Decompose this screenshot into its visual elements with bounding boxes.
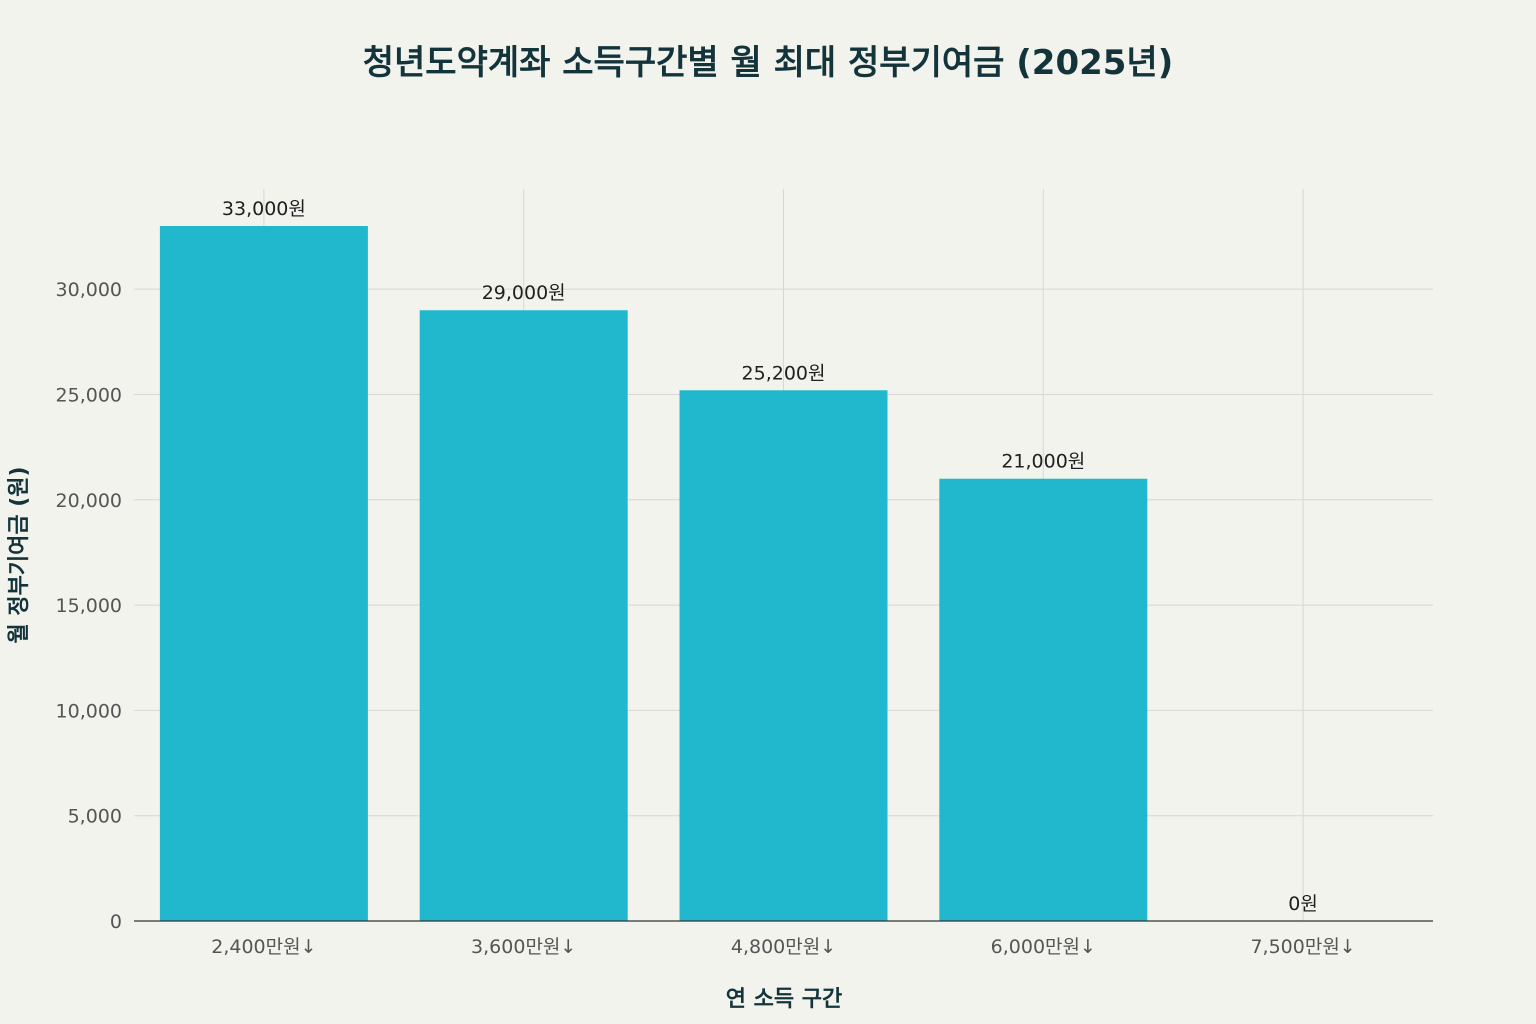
y-tick-label-2: 10,000 [56, 700, 122, 722]
data-label-2: 25,200원 [742, 362, 826, 384]
bar-3 [939, 478, 1148, 921]
chart-title: 청년도약계좌 소득구간별 월 최대 정부기여금 (2025년) [363, 43, 1174, 83]
x-axis: 2,400만원↓ 3,600만원↓ 4,800만원↓ 6,000만원↓ 7,500만원↓ [134, 920, 1433, 958]
y-tick-label-1: 5,000 [68, 806, 122, 828]
y-axis-title: 월 정부기여금 (원) [7, 466, 32, 643]
data-label-1: 29,000원 [482, 282, 566, 304]
bar-0 [159, 226, 368, 921]
y-tick-label-5: 25,000 [56, 384, 122, 406]
y-tick-label-4: 20,000 [56, 490, 122, 512]
y-axis: 0 5,000 10,000 15,000 20,000 25,000 30,000 [56, 279, 122, 933]
data-label-4: 0원 [1288, 893, 1318, 915]
bars [159, 226, 1148, 922]
y-tick-label-0: 0 [110, 911, 122, 933]
x-tick-label-3: 6,000만원↓ [991, 936, 1096, 958]
data-labels: 33,000원 29,000원 25,200원 21,000원 0원 [222, 198, 1318, 915]
data-label-3: 21,000원 [1001, 451, 1085, 473]
bar-1 [419, 310, 628, 921]
y-tick-label-6: 30,000 [56, 279, 122, 301]
x-tick-label-0: 2,400만원↓ [211, 936, 316, 958]
x-tick-label-4: 7,500만원↓ [1250, 936, 1355, 958]
y-tick-label-3: 15,000 [56, 595, 122, 617]
x-tick-label-2: 4,800만원↓ [731, 936, 836, 958]
bar-2 [679, 390, 888, 922]
x-axis-title: 연 소득 구간 [726, 987, 843, 1012]
x-tick-label-1: 3,600만원↓ [471, 936, 576, 958]
data-label-0: 33,000원 [222, 198, 306, 220]
